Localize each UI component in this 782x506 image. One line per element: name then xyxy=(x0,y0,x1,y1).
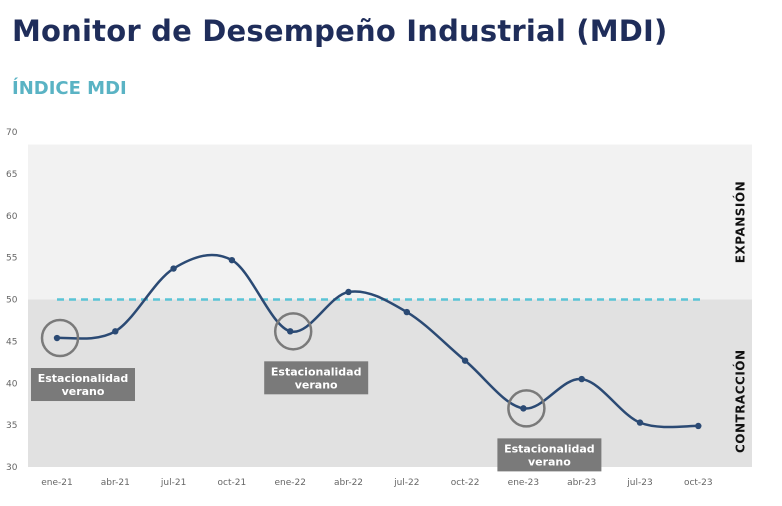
x-tick-label: jul-22 xyxy=(393,478,419,488)
x-tick-label: oct-21 xyxy=(218,478,247,488)
data-point xyxy=(53,334,61,342)
y-tick-label: 55 xyxy=(6,254,17,264)
expansion-zone xyxy=(28,144,752,300)
y-tick-label: 65 xyxy=(6,170,17,180)
annotation-label: verano xyxy=(295,378,338,391)
y-tick-label: 30 xyxy=(6,463,18,473)
annotation-label: verano xyxy=(528,455,571,468)
data-point xyxy=(461,357,469,364)
y-tick-label: 40 xyxy=(6,379,18,389)
y-tick-label: 50 xyxy=(6,296,18,306)
x-tick-label: ene-22 xyxy=(274,478,305,488)
annotation-label: verano xyxy=(62,385,105,398)
x-tick-label: jul-23 xyxy=(626,478,652,488)
annotation-box xyxy=(31,368,135,402)
x-tick-label: abr-22 xyxy=(334,478,363,488)
annotation-circle xyxy=(273,312,313,351)
data-point xyxy=(520,405,527,412)
x-tick-label: ene-23 xyxy=(508,478,539,488)
data-points xyxy=(53,256,702,430)
data-point xyxy=(345,288,352,296)
y-tick-label: 60 xyxy=(6,212,18,222)
y-axis-ticks: 30 35 40 45 50 55 60 65 70 xyxy=(6,128,18,473)
x-tick-label: jul-21 xyxy=(160,478,186,488)
contraction-label: CONTRACCIÓN xyxy=(733,349,748,453)
data-point xyxy=(403,308,410,316)
x-axis-ticks: ene-21 abr-21 jul-21 oct-21 ene-22 abr-22 jul-… xyxy=(41,478,712,488)
data-point xyxy=(578,375,585,383)
annotation-label: Estacionalidad xyxy=(271,365,362,378)
data-point xyxy=(287,328,294,335)
data-point xyxy=(112,328,119,335)
annotation-label: Estacionalidad xyxy=(504,442,595,455)
x-tick-label: oct-23 xyxy=(684,478,713,488)
y-tick-label: 70 xyxy=(6,128,18,138)
chart-subtitle: ÍNDICE MDI xyxy=(12,78,127,99)
contraction-zone xyxy=(28,299,752,467)
data-point xyxy=(636,419,644,426)
x-tick-label: ene-21 xyxy=(41,478,72,488)
annotation-circle xyxy=(40,318,80,358)
expansion-label: EXPANSIÓN xyxy=(733,181,748,263)
page-title: Monitor de Desempeño Industrial (MDI) xyxy=(12,14,668,48)
x-tick-label: abr-23 xyxy=(567,478,596,488)
y-tick-label: 45 xyxy=(6,337,17,347)
annotation-circle xyxy=(507,389,546,428)
annotation-box xyxy=(264,361,369,395)
annotation-label: Estacionalidad xyxy=(38,372,129,385)
x-tick-label: oct-22 xyxy=(451,478,480,488)
annotations: EstacionalidadveranoEstacionalidadverano… xyxy=(31,312,602,472)
annotation-box xyxy=(497,438,602,472)
data-point xyxy=(170,265,177,272)
data-point xyxy=(695,422,702,430)
y-tick-label: 35 xyxy=(6,421,17,431)
data-point xyxy=(228,256,236,264)
x-tick-label: abr-21 xyxy=(101,478,130,488)
